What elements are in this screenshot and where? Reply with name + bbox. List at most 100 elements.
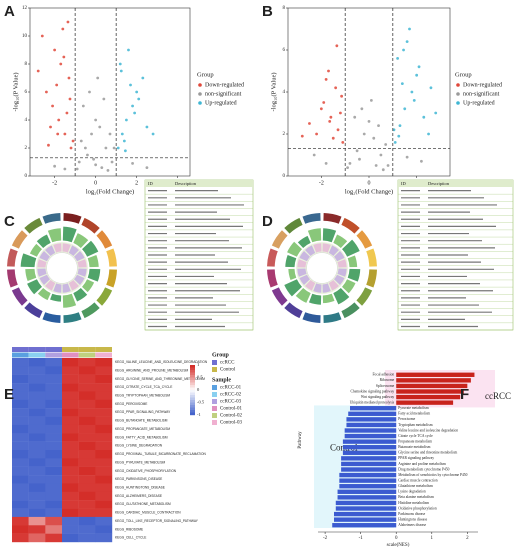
colorbar-step: [190, 397, 195, 401]
bar-label: Tryptophan metabolism: [398, 423, 433, 427]
bar-label: Pyruvate metabolism: [398, 406, 429, 410]
point: [119, 69, 123, 73]
heat-cell: [78, 391, 96, 401]
heat-cell: [12, 500, 29, 509]
heat-cell: [12, 391, 29, 401]
legend-marker: [456, 101, 460, 105]
inner-segment: [334, 251, 345, 262]
point: [94, 118, 98, 122]
bar: [339, 478, 397, 483]
outer-segment: [323, 213, 342, 224]
count-bar: [347, 268, 361, 282]
colorbar-step: [190, 405, 195, 408]
heat-cell: [28, 374, 46, 384]
point: [346, 166, 349, 170]
point: [393, 141, 397, 144]
point: [367, 120, 371, 123]
legend-swatch: [212, 385, 217, 390]
point: [40, 34, 44, 38]
heat-cell: [95, 466, 113, 476]
outer-segment: [271, 230, 288, 249]
outer-segment: [366, 269, 377, 288]
heat-cell: [78, 533, 96, 543]
outer-segment: [96, 230, 113, 249]
count-bar: [62, 226, 77, 243]
heat-cell: [62, 458, 79, 467]
x-tick-label: -2: [319, 180, 324, 186]
heat-cell: [45, 416, 63, 426]
point: [386, 164, 390, 167]
inner-segment: [305, 245, 316, 256]
point: [315, 132, 318, 136]
heat-cell: [62, 399, 79, 409]
heat-cell: [12, 441, 29, 451]
inner-segment: [37, 259, 47, 268]
heat-cell: [78, 516, 96, 526]
heat-cell: [95, 483, 113, 493]
legend-swatch: [212, 392, 217, 397]
heat-cell: [28, 458, 46, 467]
legend-swatch: [212, 367, 217, 372]
point: [381, 168, 385, 172]
heat-cell: [45, 441, 63, 451]
bar: [341, 461, 397, 467]
legend-label: Up-regulated: [463, 100, 495, 106]
sample-annotation: [12, 352, 29, 358]
point: [137, 97, 141, 101]
heat-cell: [28, 416, 46, 426]
point: [327, 69, 330, 73]
bar: [334, 511, 397, 517]
sample-annotation: [28, 352, 46, 358]
bar: [341, 456, 397, 461]
point: [120, 132, 124, 136]
legend-title: Group: [455, 71, 472, 78]
bar-label: Huntingtons disease: [398, 517, 427, 521]
point: [434, 111, 438, 115]
heat-cell: [62, 525, 79, 534]
heat-cell: [45, 399, 63, 409]
bar-label: Spliceosome: [376, 384, 395, 388]
y-tick-label: 0: [283, 174, 286, 179]
row-label: KEGG_FATTY_ACID_METABOLISM: [115, 435, 168, 439]
inner-segment: [322, 283, 331, 293]
colorbar-label: 0: [197, 387, 200, 392]
row-label: KEGG_CITRATE_CYCLE_TCA_CYCLE: [115, 385, 172, 389]
group-annotation: [78, 347, 96, 352]
heat-cell: [62, 475, 79, 484]
bar-label: Peroxisome: [398, 417, 415, 421]
y-axis-label: -log₁₀(P Value): [12, 72, 19, 111]
point: [334, 86, 338, 90]
legend-label: ccRCC-03: [220, 400, 242, 405]
legend-label: ccRCC-02: [220, 393, 242, 398]
outer-segment: [42, 213, 61, 224]
x-tick-label: 2: [466, 536, 469, 541]
point: [108, 132, 112, 136]
point: [360, 107, 364, 111]
heat-cell: [12, 399, 29, 409]
panel-label: A: [4, 3, 15, 20]
heat-cell: [78, 408, 96, 417]
heat-cell: [12, 366, 29, 375]
heat-cell: [45, 358, 63, 367]
y-tick-label: 8: [25, 62, 28, 67]
heat-cell: [62, 483, 79, 493]
point: [369, 99, 373, 102]
inner-segment: [37, 268, 47, 277]
heat-cell: [78, 383, 96, 392]
heat-cell: [45, 483, 63, 493]
count-bar: [87, 254, 99, 268]
panel-label: C: [4, 213, 15, 230]
heat-cell: [28, 516, 46, 526]
point: [62, 55, 66, 59]
colorbar-step: [190, 375, 195, 378]
bar-label: Fatty acid metabolism: [398, 412, 430, 416]
group-annotation: [62, 347, 79, 352]
colorbar-step: [190, 377, 195, 381]
point: [110, 160, 114, 164]
bar: [346, 417, 397, 422]
point: [69, 146, 73, 150]
group-annotation: [45, 347, 62, 352]
point: [335, 44, 339, 48]
heat-cell: [45, 424, 63, 434]
heat-cell: [62, 466, 79, 476]
